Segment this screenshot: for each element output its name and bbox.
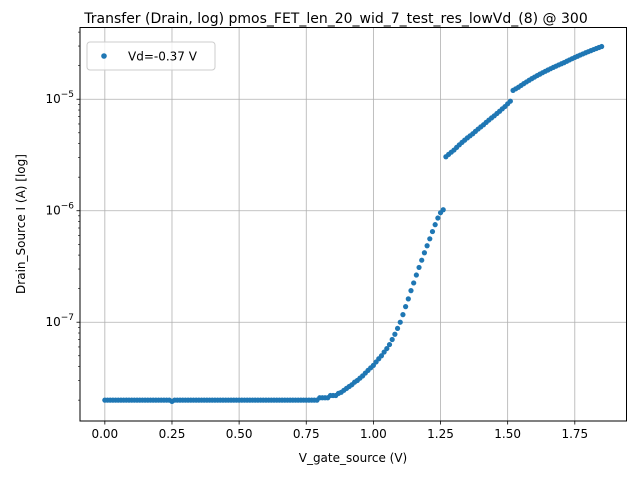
data-point bbox=[419, 257, 425, 263]
data-point bbox=[389, 336, 395, 343]
data-point bbox=[427, 236, 433, 242]
data-point bbox=[421, 250, 428, 256]
x-tick-label: 0.50 bbox=[226, 427, 253, 441]
data-point bbox=[599, 43, 605, 50]
x-axis-label: V_gate_source (V) bbox=[299, 451, 408, 465]
x-tick-label: 0.00 bbox=[91, 427, 118, 441]
plot-frame bbox=[79, 27, 627, 422]
data-point bbox=[400, 312, 406, 318]
x-tick-label: 1.75 bbox=[561, 427, 588, 441]
legend-box bbox=[86, 41, 216, 71]
data-point bbox=[405, 296, 411, 302]
plot-area bbox=[80, 27, 627, 421]
x-tick-label: 1.50 bbox=[494, 427, 521, 441]
data-point bbox=[435, 215, 441, 221]
data-point bbox=[403, 304, 409, 310]
chart-title: Transfer (Drain, log) pmos_FET_len_20_wi… bbox=[83, 11, 587, 27]
data-point bbox=[386, 341, 393, 348]
data-point bbox=[432, 222, 438, 228]
data-point bbox=[429, 228, 436, 235]
data-point bbox=[378, 353, 385, 359]
data-point bbox=[411, 280, 417, 286]
x-tick-label: 1.25 bbox=[427, 427, 454, 441]
x-tick-label: 1.00 bbox=[360, 427, 387, 441]
y-tick-label: 10−5 bbox=[45, 90, 74, 106]
y-axis-ticks: 10−7 10−6 10−5 bbox=[45, 31, 80, 401]
data-point bbox=[397, 319, 403, 325]
x-tick-label: 0.25 bbox=[159, 427, 186, 441]
x-tick-label: 0.75 bbox=[293, 427, 320, 441]
x-axis-ticks: 0.00 0.25 0.50 0.75 1.00 1.25 1.50 1.75 bbox=[91, 421, 588, 441]
data-point bbox=[507, 98, 513, 104]
y-tick-label: 10−6 bbox=[45, 202, 74, 218]
data-point bbox=[413, 272, 419, 278]
data-point bbox=[408, 288, 414, 294]
legend: Vd=-0.37 V bbox=[86, 41, 216, 71]
y-axis-label: Drain_Source I (A) [log] bbox=[14, 154, 28, 294]
data-point bbox=[440, 207, 446, 213]
data-point bbox=[384, 345, 390, 352]
scatter-points bbox=[102, 43, 605, 404]
legend-marker bbox=[101, 53, 107, 59]
grid-lines bbox=[80, 27, 627, 421]
data-point bbox=[416, 264, 422, 271]
data-point bbox=[394, 325, 401, 332]
y-tick-label: 10−7 bbox=[45, 313, 74, 329]
data-point bbox=[392, 331, 398, 337]
legend-label: Vd=-0.37 V bbox=[128, 50, 198, 64]
data-point bbox=[424, 243, 430, 249]
